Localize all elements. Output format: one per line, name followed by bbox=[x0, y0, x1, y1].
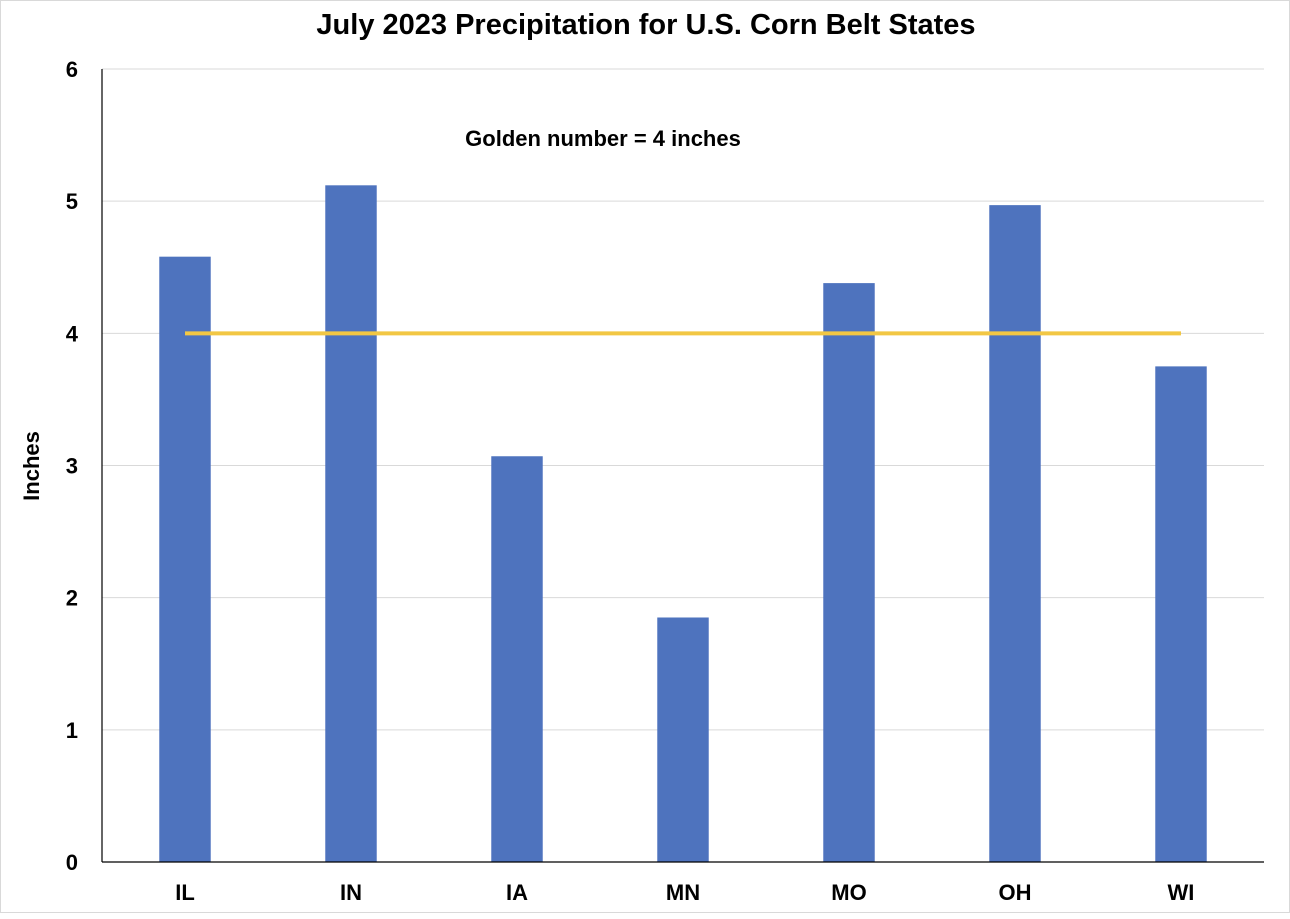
y-tick-label: 4 bbox=[66, 321, 79, 346]
x-tick-label: MN bbox=[666, 880, 700, 905]
x-tick-label: OH bbox=[999, 880, 1032, 905]
bar-mo bbox=[823, 283, 875, 862]
bar-in bbox=[325, 185, 377, 863]
y-axis-ticks: 0 1 2 3 4 5 6 bbox=[66, 57, 79, 875]
bar-mn bbox=[657, 617, 709, 862]
bar-oh bbox=[989, 205, 1041, 863]
y-tick-label: 5 bbox=[66, 189, 78, 214]
y-axis-label: Inches bbox=[19, 431, 44, 501]
x-tick-label: WI bbox=[1168, 880, 1195, 905]
y-tick-label: 2 bbox=[66, 586, 78, 611]
x-tick-label: MO bbox=[831, 880, 866, 905]
y-tick-label: 0 bbox=[66, 850, 78, 875]
chart-title: July 2023 Precipitation for U.S. Corn Be… bbox=[316, 9, 975, 41]
x-axis-ticks: IL IN IA MN MO OH WI bbox=[175, 880, 1194, 905]
bar-ia bbox=[491, 456, 543, 862]
x-tick-label: IN bbox=[340, 880, 362, 905]
bar-wi bbox=[1155, 366, 1207, 862]
bars bbox=[159, 185, 1207, 863]
y-tick-label: 1 bbox=[66, 718, 78, 743]
x-tick-label: IA bbox=[506, 880, 528, 905]
x-tick-label: IL bbox=[175, 880, 195, 905]
y-tick-label: 6 bbox=[66, 57, 78, 82]
golden-number-annotation: Golden number = 4 inches bbox=[465, 126, 741, 151]
y-tick-label: 3 bbox=[66, 454, 78, 479]
bar-il bbox=[159, 256, 211, 863]
